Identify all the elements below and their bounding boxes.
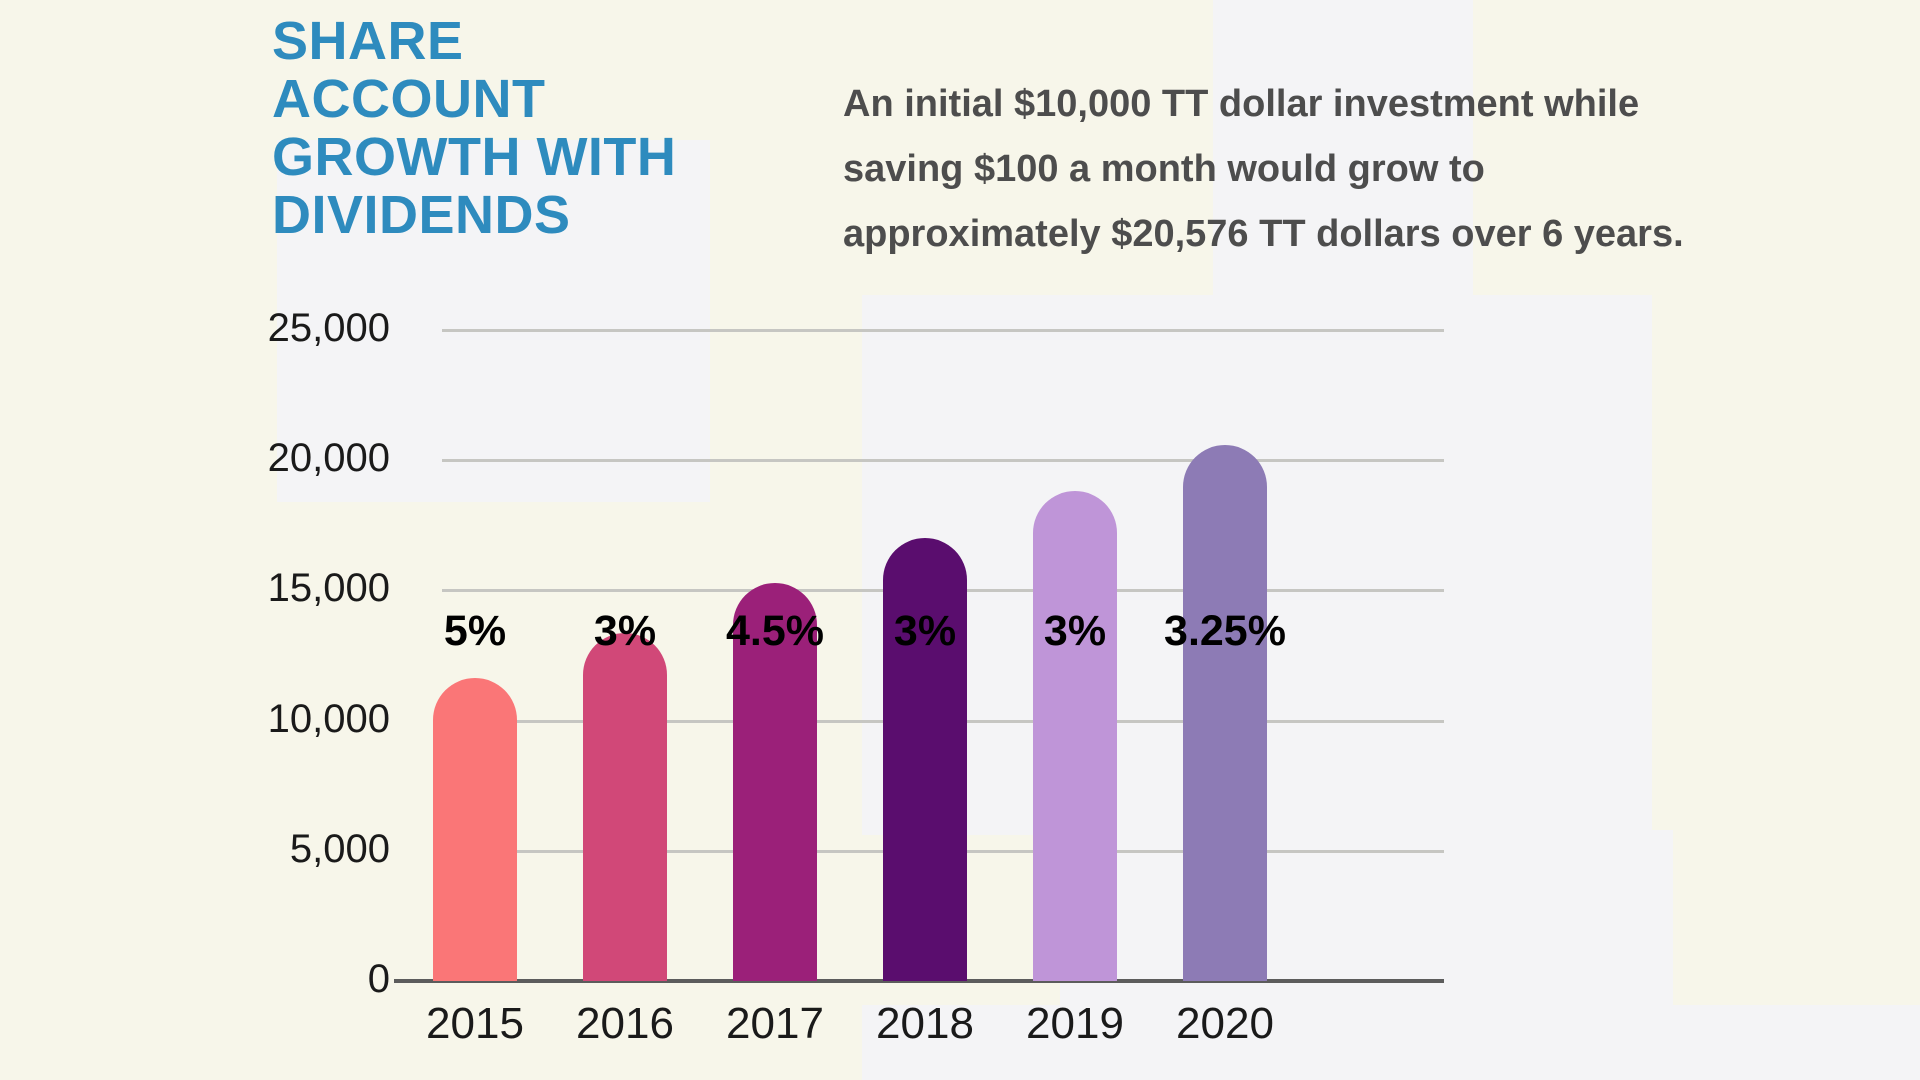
bar-value-label: 3% (593, 607, 657, 655)
bar-value-label: 3% (1043, 607, 1107, 655)
x-axis-tick-label: 2020 (1176, 999, 1274, 1048)
bar-fill (583, 633, 667, 981)
bar[interactable]: 3% (1033, 491, 1117, 981)
x-axis-tick-label: 2015 (426, 999, 524, 1048)
x-axis-tick-label: 2017 (726, 999, 824, 1048)
x-axis-line (394, 979, 1444, 983)
bar[interactable]: 4.5% (726, 582, 824, 981)
bar[interactable]: 3.25% (1164, 445, 1286, 981)
bar-fill (433, 677, 517, 981)
bar-fill (733, 582, 817, 981)
y-axis-tick-label: 5,000 (289, 826, 390, 871)
bar-fill (1033, 491, 1117, 981)
y-axis-tick-label: 20,000 (267, 436, 390, 481)
y-axis-tick-label: 25,000 (267, 306, 390, 350)
gridline (442, 459, 1444, 463)
bar[interactable]: 3% (883, 538, 967, 981)
chart-subtitle: An initial $10,000 TT dollar investment … (843, 83, 1684, 255)
bar[interactable]: 5% (433, 610, 517, 981)
y-axis-tick-label: 15,000 (267, 566, 390, 611)
x-axis-tick-label: 2016 (576, 999, 674, 1048)
bar-value-label: 3% (893, 607, 957, 655)
bar-value-label: 3.25% (1164, 607, 1286, 655)
bar[interactable]: 3% (583, 610, 667, 981)
bar-fill (883, 538, 967, 981)
y-axis-tick-label: 10,000 (267, 696, 390, 741)
gridline (442, 329, 1444, 332)
bar-fill (1183, 445, 1267, 981)
bar-value-label: 5% (443, 607, 507, 655)
y-axis-tick-label: 0 (367, 957, 390, 1001)
x-axis-tick-label: 2019 (1026, 999, 1124, 1048)
x-axis-tick-label: 2018 (876, 999, 974, 1048)
chart-title: Share Account Growth With Dividends (272, 11, 677, 245)
bar-value-label: 4.5% (725, 607, 825, 655)
